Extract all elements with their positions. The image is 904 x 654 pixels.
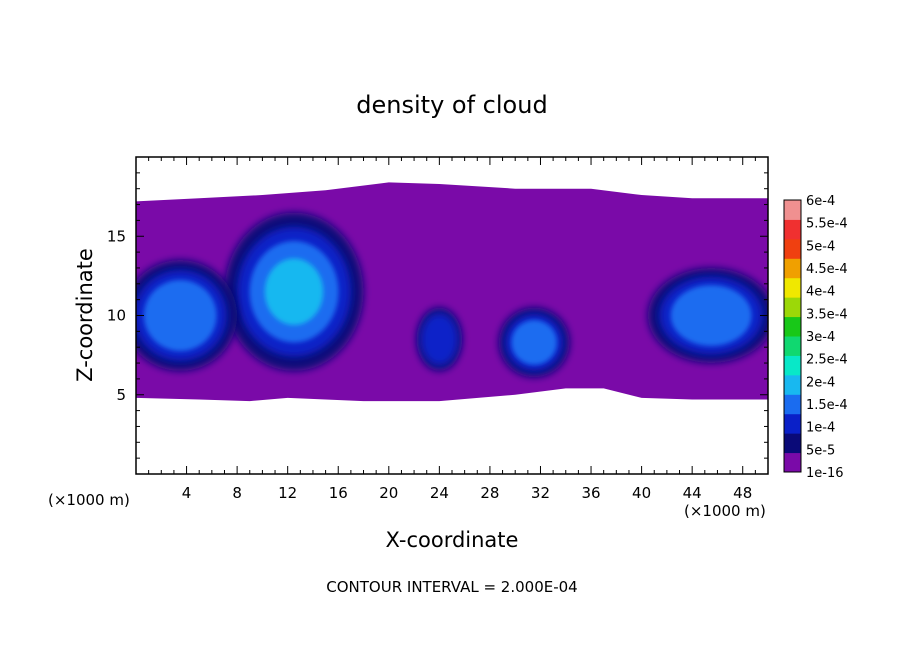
colorbar-label: 4.5e-4 xyxy=(806,262,848,277)
colorbar-swatch xyxy=(784,219,801,240)
cloud-cell-4-contour xyxy=(670,285,752,346)
y-axis-ticks: 5 10 15 xyxy=(107,172,768,459)
colorbar-swatch xyxy=(784,336,801,356)
colorbar-swatch xyxy=(784,277,801,298)
colorbar-swatch xyxy=(784,413,801,434)
colorbar-frame xyxy=(783,199,802,473)
x-tick-label: 8 xyxy=(232,484,242,502)
x-tick-label: 24 xyxy=(430,484,449,502)
x-tick-label: 36 xyxy=(581,484,600,502)
cloud-field xyxy=(136,182,768,402)
x-tick-label: 16 xyxy=(329,484,348,502)
x-tick-label: 32 xyxy=(531,484,550,502)
chart-title: density of cloud xyxy=(356,91,547,119)
colorbar-label: 5.5e-4 xyxy=(806,217,848,232)
colorbar-swatch xyxy=(784,200,801,220)
colorbar-label: 3.5e-4 xyxy=(806,307,848,322)
colorbar-swatch xyxy=(784,258,801,279)
x-unit-label-right: (×1000 m) xyxy=(684,502,766,520)
colorbar-label: 2.5e-4 xyxy=(806,353,848,368)
colorbar-label: 1e-16 xyxy=(806,466,844,481)
y-tick-label: 5 xyxy=(116,386,126,404)
colorbar-swatch xyxy=(784,316,801,337)
colorbar-swatch xyxy=(784,355,801,376)
colorbar-swatch xyxy=(784,238,801,259)
x-axis-label: X-coordinate xyxy=(386,528,519,552)
x-tick-label: 48 xyxy=(733,484,752,502)
colorbar-label: 5e-5 xyxy=(806,443,835,458)
colorbar-label: 5e-4 xyxy=(806,239,835,254)
x-axis-ticks: 4 8 12 16 20 24 28 32 36 40 44 48 xyxy=(148,157,756,502)
colorbar-label: 2e-4 xyxy=(806,375,835,390)
x-tick-label: 40 xyxy=(632,484,651,502)
colorbar-label: 3e-4 xyxy=(806,330,835,345)
cloud-cell-5-contour xyxy=(420,313,459,366)
y-tick-label: 15 xyxy=(107,227,126,245)
x-tick-label: 20 xyxy=(379,484,398,502)
y-tick-label: 10 xyxy=(107,307,126,325)
x-tick-label: 12 xyxy=(278,484,297,502)
cloud-cell-2-contour xyxy=(143,279,217,352)
cloud-cell-1-contour xyxy=(264,258,324,326)
colorbar-swatch xyxy=(784,297,801,318)
x-tick-label: 4 xyxy=(182,484,192,502)
contour-interval-footer: CONTOUR INTERVAL = 2.000E-04 xyxy=(326,578,577,596)
colorbar-swatch xyxy=(784,452,801,473)
colorbar: 1e-16 5e-5 1e-4 1.5e-4 2e-4 2.5e-4 3e-4 3.5e-4 4… xyxy=(783,194,848,481)
cloud-cell-3-contour xyxy=(511,320,557,365)
y-axis-label: Z-coordinate xyxy=(73,248,97,382)
colorbar-swatch xyxy=(784,394,801,415)
colorbar-label: 1e-4 xyxy=(806,421,835,436)
colorbar-label: 4e-4 xyxy=(806,285,835,300)
x-unit-label-left: (×1000 m) xyxy=(48,491,130,509)
colorbar-label: 6e-4 xyxy=(806,194,835,209)
x-tick-label: 44 xyxy=(683,484,702,502)
colorbar-swatch xyxy=(784,374,801,395)
colorbar-label: 1.5e-4 xyxy=(806,398,848,413)
colorbar-swatch xyxy=(784,433,801,454)
x-tick-label: 28 xyxy=(480,484,499,502)
